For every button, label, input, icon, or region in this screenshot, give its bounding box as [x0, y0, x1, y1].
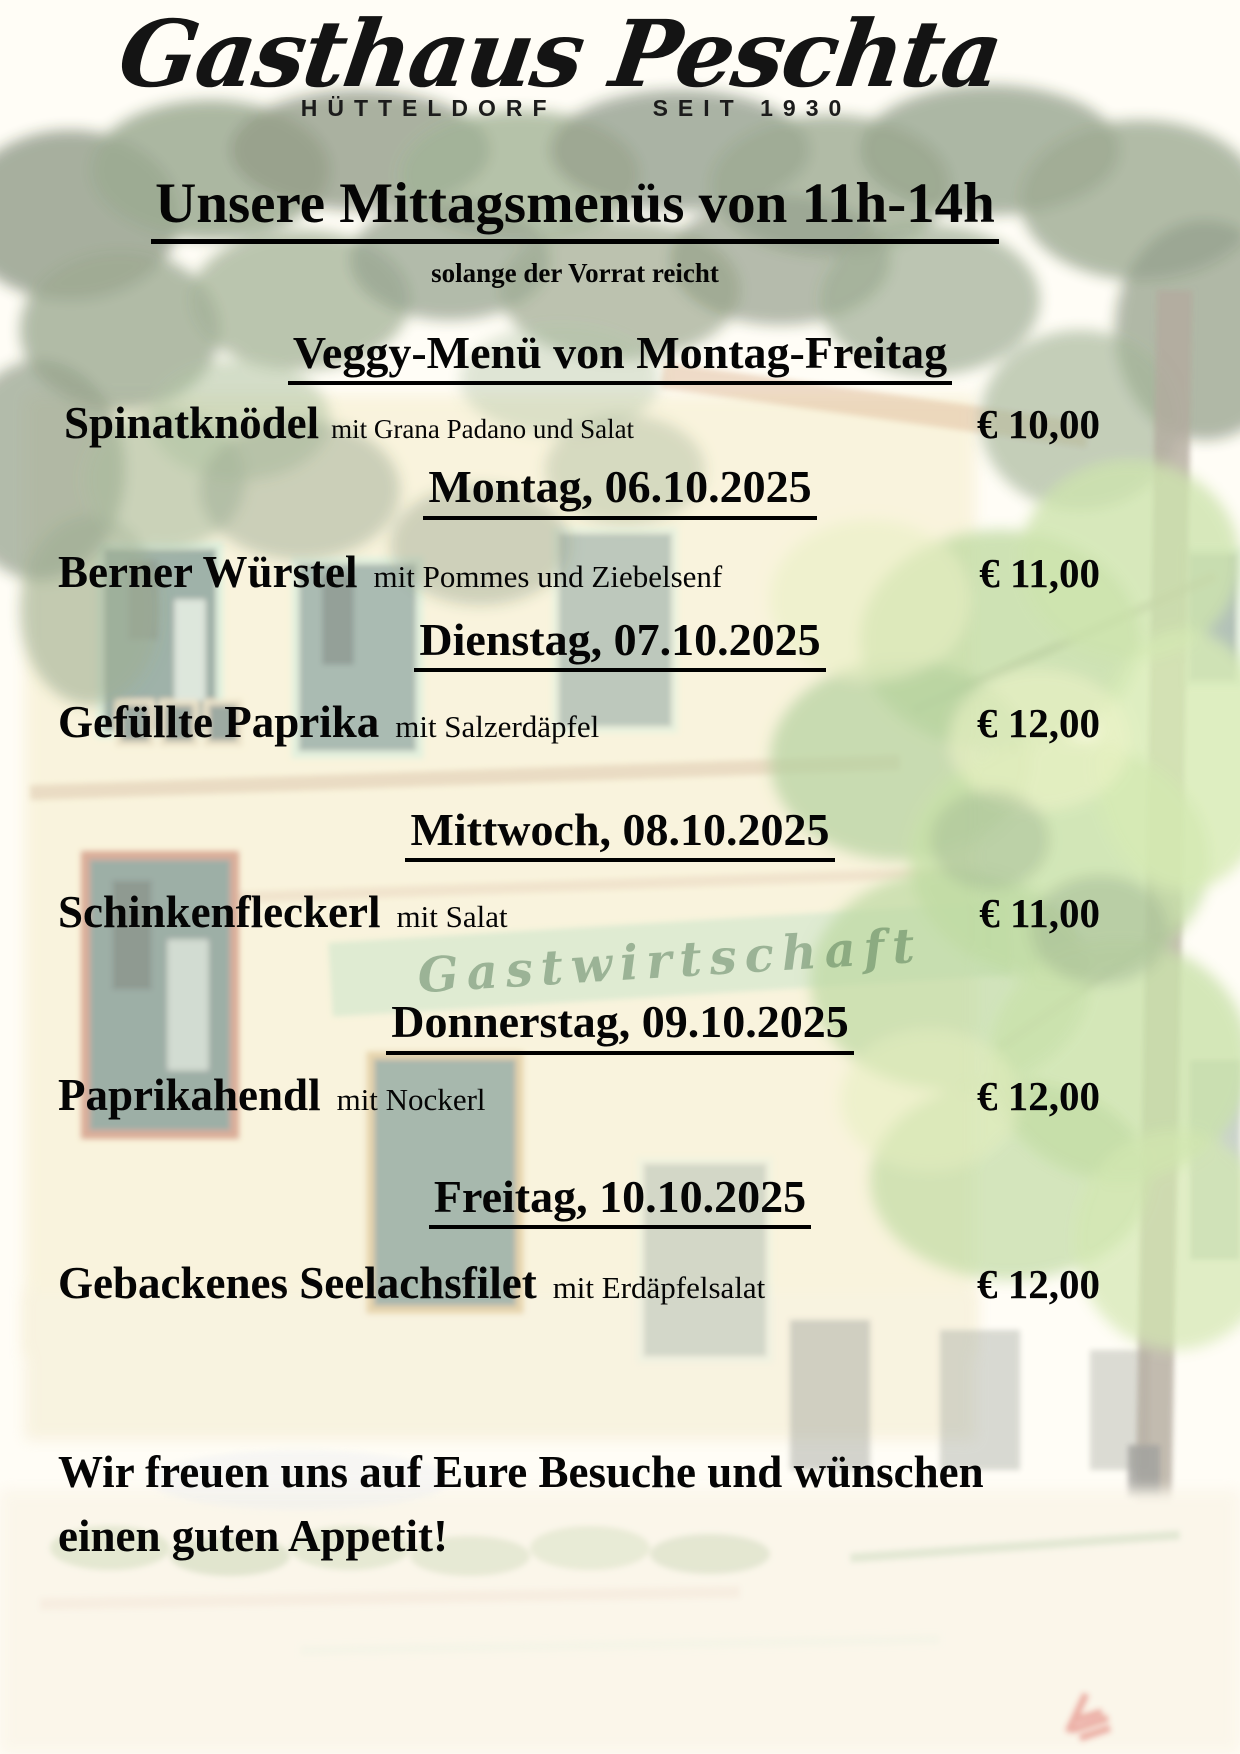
menu-section-friday: Freitag, 10.10.2025 Gebackenes Seelachsf… [0, 1172, 1240, 1309]
section-heading-veggy: Veggy-Menü von Montag-Freitag [0, 328, 1240, 386]
section-heading-wednesday: Mittwoch, 08.10.2025 [0, 805, 1240, 863]
menu-item-row: Berner Würstel mit Pommes und Ziebelsenf… [0, 546, 1240, 598]
dish-name: Gefüllte Paprika [58, 696, 380, 747]
dish-side: mit Salzerdäpfel [395, 708, 600, 744]
dish-name: Spinatknödel [64, 398, 320, 449]
logo-location-label: HÜTTELDORF [300, 95, 557, 122]
dish-price: € 11,00 [979, 549, 1100, 596]
dish-name: Paprikahendl [58, 1069, 321, 1120]
dish-side: mit Pommes und Ziebelsenf [373, 558, 723, 594]
dish-side: mit Grana Padano und Salat [331, 414, 635, 445]
dish-price: € 12,00 [977, 1072, 1100, 1119]
section-heading-text: Freitag, 10.10.2025 [428, 1172, 812, 1229]
logo-since-label: SEIT 1930 [652, 95, 852, 122]
section-heading-text: Veggy-Menü von Montag-Freitag [287, 328, 953, 386]
menu-section-veggy: Veggy-Menü von Montag-Freitag Spinatknöd… [0, 328, 1240, 449]
menu-item-row: Paprikahendl mit Nockerl € 12,00 [0, 1069, 1240, 1121]
menu-section-tuesday: Dienstag, 07.10.2025 Gefüllte Paprika mi… [0, 615, 1240, 748]
dish-price: € 11,00 [979, 890, 1100, 937]
menu-section-thursday: Donnerstag, 09.10.2025 Paprikahendl mit … [0, 997, 1240, 1121]
section-heading-thursday: Donnerstag, 09.10.2025 [0, 997, 1240, 1055]
menu-body: Unsere Mittagsmenüs von 11h-14h solange … [0, 174, 1240, 1568]
availability-note: solange der Vorrat reicht [431, 258, 719, 289]
page-title-heading: Unsere Mittagsmenüs von 11h-14h [0, 174, 1195, 245]
section-heading-text: Dienstag, 07.10.2025 [414, 615, 826, 672]
dish-name: Berner Würstel [58, 546, 358, 597]
dish-price: € 10,00 [977, 401, 1100, 448]
section-heading-text: Mittwoch, 08.10.2025 [405, 805, 835, 863]
section-heading-text: Donnerstag, 09.10.2025 [386, 997, 854, 1055]
menu-item-row: Gefüllte Paprika mit Salzerdäpfel € 12,0… [0, 696, 1240, 748]
dish-price: € 12,00 [977, 699, 1100, 746]
dish-name: Gebackenes Seelachsfilet [58, 1257, 537, 1308]
dish-side: mit Salat [396, 899, 508, 935]
section-heading-tuesday: Dienstag, 07.10.2025 [0, 615, 1240, 672]
dish-price: € 12,00 [977, 1260, 1100, 1307]
logo-subline: HÜTTELDORF SEIT 1930 [0, 95, 1196, 122]
closing-message: Wir freuen uns auf Eure Besuche und wüns… [58, 1446, 984, 1561]
dish-name: Schinkenfleckerl [58, 887, 381, 938]
section-heading-text: Montag, 06.10.2025 [423, 463, 817, 520]
menu-section-wednesday: Mittwoch, 08.10.2025 Schinkenfleckerl mi… [0, 805, 1240, 938]
menu-item-row: Spinatknödel mit Grana Padano und Salat … [0, 397, 1240, 449]
dish-side: mit Erdäpfelsalat [552, 1269, 766, 1305]
section-heading-friday: Freitag, 10.10.2025 [0, 1172, 1240, 1229]
dish-side: mit Nockerl [336, 1081, 486, 1117]
page-title: Unsere Mittagsmenüs von 11h-14h [151, 174, 999, 245]
menu-item-row: Gebackenes Seelachsfilet mit Erdäpfelsal… [0, 1257, 1240, 1309]
menu-item-row: Schinkenfleckerl mit Salat € 11,00 [0, 886, 1240, 938]
section-heading-monday: Montag, 06.10.2025 [0, 463, 1240, 520]
brand-header: Gasthaus Peschta HÜTTELDORF SEIT 1930 [0, 0, 1240, 122]
logo-gasthaus-peschta: Gasthaus Peschta [112, 0, 1008, 108]
menu-section-monday: Montag, 06.10.2025 Berner Würstel mit Po… [0, 463, 1240, 597]
